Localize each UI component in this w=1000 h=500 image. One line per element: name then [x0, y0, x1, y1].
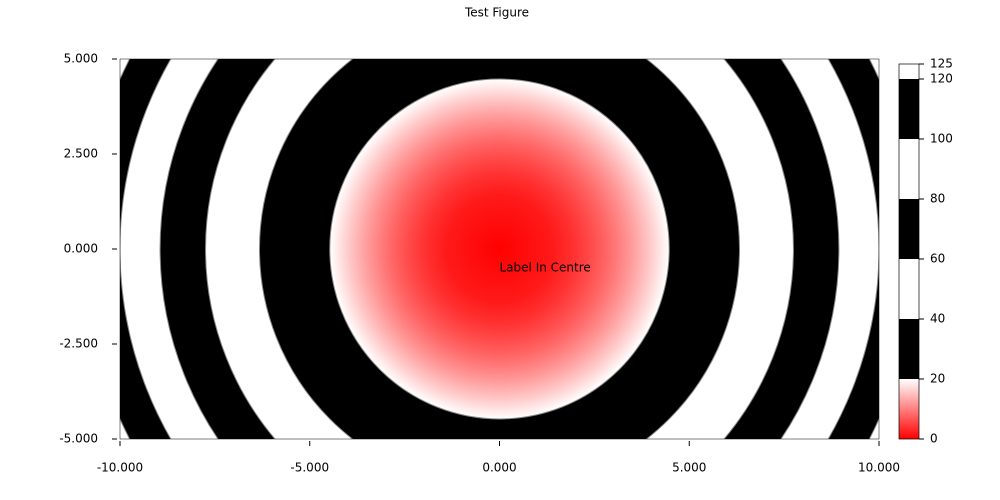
y-tick-label: 2.500	[64, 147, 98, 161]
x-tick-label: -10.000	[97, 461, 143, 475]
x-tick-label: 10.000	[858, 461, 900, 475]
chart-title: Test Figure	[464, 6, 529, 20]
colorbar-segment	[899, 319, 919, 379]
colorbar-tick-label: 20	[930, 372, 945, 386]
colorbar-segment	[899, 79, 919, 139]
annotation: Label In Centre	[500, 261, 591, 275]
colorbar-tick-label: 80	[930, 192, 945, 206]
y-tick-label: -2.500	[59, 337, 98, 351]
colorbar-frame	[898, 63, 920, 440]
y-tick-label: 0.000	[64, 242, 98, 256]
colorbar-segment	[899, 259, 919, 319]
x-tick-label: -5.000	[290, 461, 329, 475]
colorbar-segment	[899, 379, 919, 439]
colorbar-tick-label: 0	[930, 432, 938, 446]
colorbar-tick-label: 125	[930, 57, 953, 71]
y-tick-label: 5.000	[64, 52, 98, 66]
x-tick-label: 0.000	[482, 461, 516, 475]
plot-area	[120, 59, 879, 439]
colorbar-segment	[899, 139, 919, 199]
x-tick-label: 5.000	[672, 461, 706, 475]
colorbar-tick-label: 40	[930, 312, 945, 326]
image-ring	[329, 78, 670, 420]
colorbar-tick-label: 120	[930, 72, 953, 86]
colorbar-tick-label: 100	[930, 132, 953, 146]
colorbar-tick-label: 60	[930, 252, 945, 266]
plot-frame	[119, 58, 880, 440]
colorbar-segment	[899, 64, 919, 79]
y-tick-label: -5.000	[59, 432, 98, 446]
colorbar-segment	[899, 199, 919, 259]
